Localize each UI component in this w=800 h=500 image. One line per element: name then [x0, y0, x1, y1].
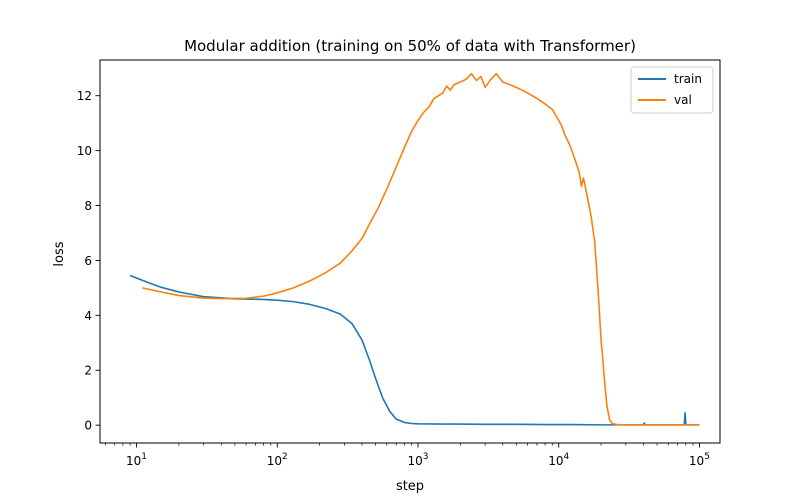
- y-tick-label: 6: [84, 254, 92, 268]
- y-axis-ticks: 0 2 4 6 8 10 12: [77, 89, 100, 433]
- x-tick-label: 102: [267, 452, 288, 468]
- chart-title: Modular addition (training on 50% of dat…: [184, 37, 636, 55]
- y-tick-label: 10: [77, 144, 92, 158]
- y-tick-label: 4: [84, 309, 92, 323]
- series-line-val: [142, 72, 700, 426]
- x-axis-ticks: 101 102 103 104 105: [104, 443, 710, 468]
- x-axis-label: step: [396, 479, 424, 494]
- x-tick-label: 103: [407, 452, 428, 468]
- legend: train val: [630, 66, 714, 114]
- plot-frame: [99, 59, 721, 444]
- legend-label-val: val: [674, 93, 692, 107]
- x-tick-label: 101: [126, 452, 147, 468]
- x-tick-label: 104: [548, 452, 569, 468]
- y-tick-label: 0: [84, 419, 92, 433]
- y-axis-label: loss: [52, 241, 67, 266]
- y-tick-label: 8: [84, 199, 92, 213]
- plot-lines: [129, 72, 700, 426]
- legend-label-train: train: [674, 72, 702, 86]
- y-tick-label: 12: [77, 89, 92, 103]
- y-tick-label: 2: [84, 364, 92, 378]
- x-tick-label: 105: [689, 452, 710, 468]
